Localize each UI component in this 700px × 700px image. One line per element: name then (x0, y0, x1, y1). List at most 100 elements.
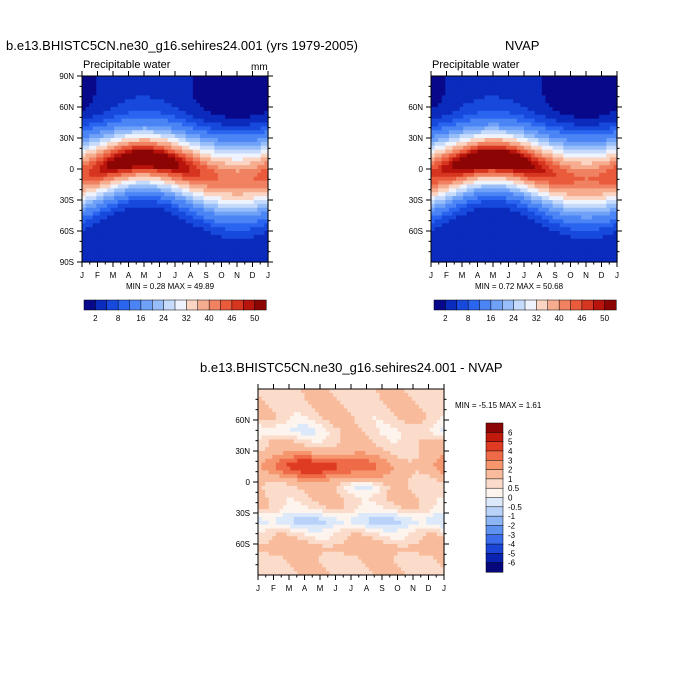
heatmap-cell (513, 165, 518, 170)
heatmap-cell (584, 242, 589, 248)
heatmap-cell (160, 161, 165, 166)
heatmap-cell (599, 192, 604, 197)
heatmap-cell (491, 149, 496, 155)
heatmap-cell (232, 192, 237, 197)
heatmap-cell (495, 227, 500, 232)
heatmap-cell (574, 157, 579, 162)
heatmap-cell (520, 196, 525, 201)
heatmap-cell (149, 169, 155, 174)
heatmap-cell (214, 103, 219, 108)
heatmap-cell (160, 153, 165, 158)
heatmap-cell (107, 83, 112, 89)
heatmap-cell (192, 157, 198, 162)
heatmap-cell (189, 254, 194, 259)
heatmap-cell (110, 157, 115, 162)
heatmap-cell (552, 250, 557, 255)
heatmap-cell (524, 153, 529, 158)
heatmap-cell (210, 207, 215, 213)
heatmap-cell (502, 95, 507, 100)
heatmap-cell (235, 219, 240, 224)
heatmap-cell (153, 161, 158, 166)
heatmap-cell (581, 234, 586, 240)
heatmap-cell (164, 110, 169, 116)
heatmap-cell (117, 149, 122, 155)
heatmap-cell (531, 250, 536, 255)
heatmap-cell (182, 145, 187, 151)
heatmap-cell (520, 184, 525, 189)
heatmap-cell (160, 99, 165, 104)
heatmap-cell (200, 76, 205, 81)
heatmap-cell (164, 83, 169, 89)
heatmap-cell (185, 118, 190, 124)
heatmap-cell (527, 145, 532, 151)
heatmap-cell (599, 172, 604, 178)
heatmap-cell (149, 196, 155, 201)
heatmap-cell (584, 87, 589, 93)
heatmap-cell (470, 83, 475, 89)
heatmap-cell (242, 176, 248, 182)
heatmap-cell (459, 165, 464, 170)
heatmap-cell (89, 250, 94, 255)
heatmap-cell (239, 145, 244, 151)
heatmap-cell (210, 145, 215, 151)
heatmap-cell (260, 99, 266, 104)
heatmap-cell (577, 145, 582, 151)
heatmap-cell (203, 126, 208, 131)
heatmap-cell (563, 107, 568, 112)
heatmap-cell (264, 126, 269, 131)
heatmap-cell (588, 122, 593, 127)
heatmap-cell (85, 118, 90, 124)
heatmap-cell (606, 196, 611, 201)
heatmap-cell (434, 157, 439, 162)
heatmap-cell (584, 250, 589, 255)
heatmap-cell (257, 145, 262, 151)
heatmap-cell (253, 180, 258, 186)
heatmap-cell (552, 258, 557, 263)
heatmap-cell (509, 238, 514, 244)
heatmap-cell (214, 99, 219, 104)
heatmap-cell (531, 188, 536, 193)
heatmap-cell (103, 153, 108, 158)
heatmap-cell (606, 91, 611, 96)
heatmap-cell (452, 107, 457, 112)
heatmap-cell (456, 207, 461, 213)
heatmap-cell (203, 79, 208, 85)
heatmap-cell (114, 227, 119, 232)
heatmap-cell (253, 130, 258, 135)
heatmap-cell (114, 169, 119, 174)
heatmap-cell (178, 103, 183, 108)
heatmap-cell (253, 122, 258, 127)
heatmap-cell (538, 169, 543, 174)
heatmap-cell (171, 79, 176, 85)
heatmap-cell (438, 254, 443, 259)
heatmap-cell (577, 134, 582, 139)
heatmap-cell (207, 130, 212, 135)
heatmap-cell (132, 234, 137, 240)
heatmap-cell (473, 223, 479, 228)
heatmap-cell (153, 227, 158, 232)
heatmap-cell (431, 234, 436, 240)
heatmap-cell (473, 99, 479, 104)
heatmap-cell (506, 215, 511, 220)
heatmap-cell (495, 234, 500, 240)
heatmap-cell (570, 118, 575, 124)
heatmap-cell (445, 103, 450, 108)
heatmap-cell (160, 215, 165, 220)
heatmap-cell (574, 114, 579, 120)
heatmap-cell (602, 145, 607, 151)
heatmap-cell (445, 215, 450, 220)
heatmap-cell (488, 149, 493, 155)
heatmap-cell (566, 76, 572, 81)
heatmap-cell (574, 79, 579, 85)
heatmap-cell (196, 196, 201, 201)
heatmap-cell (89, 196, 94, 201)
heatmap-cell (570, 258, 575, 263)
heatmap-cell (203, 138, 208, 143)
heatmap-cell (520, 95, 525, 100)
heatmap-cell (602, 114, 607, 120)
heatmap-cell (459, 79, 464, 85)
heatmap-cell (128, 223, 133, 228)
heatmap-cell (581, 211, 586, 217)
heatmap-cell (606, 110, 611, 116)
heatmap-cell (196, 200, 201, 205)
